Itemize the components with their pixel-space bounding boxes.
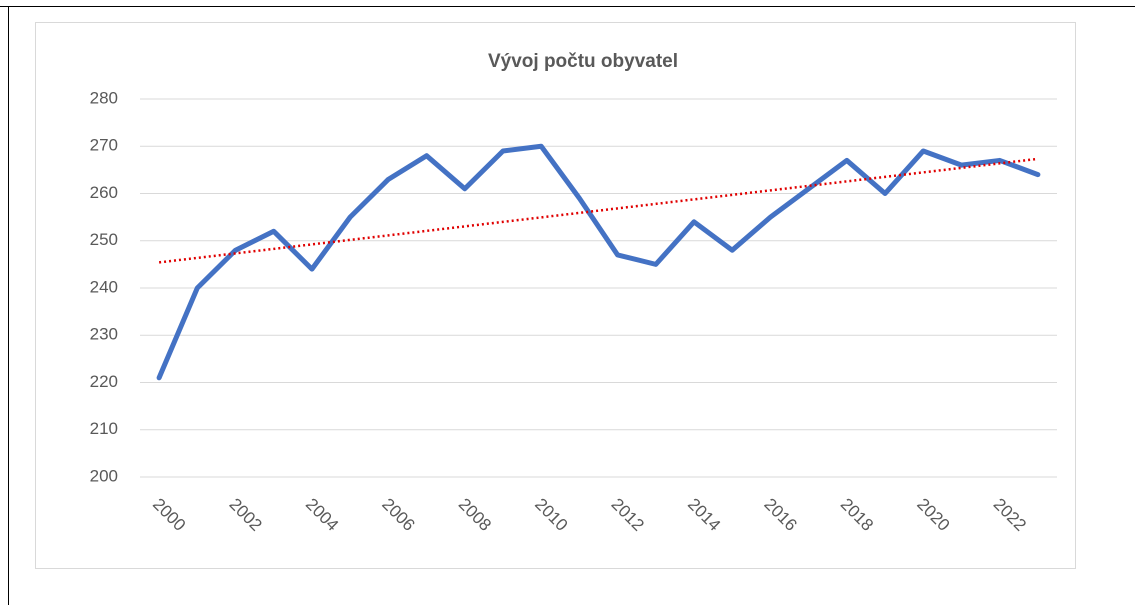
chart-title: Vývoj počtu obyvatel [488,51,678,72]
y-tick-label: 210 [90,419,118,438]
y-tick-label: 250 [90,230,118,249]
y-tick-label: 240 [90,277,118,296]
y-tick-label: 220 [90,372,118,391]
y-tick-label: 230 [90,325,118,344]
data-line [156,143,1041,381]
y-tick-label: 270 [90,136,118,155]
y-tick-label: 280 [90,88,118,107]
y-tick-label: 260 [90,183,118,202]
y-tick-label: 200 [90,466,118,485]
